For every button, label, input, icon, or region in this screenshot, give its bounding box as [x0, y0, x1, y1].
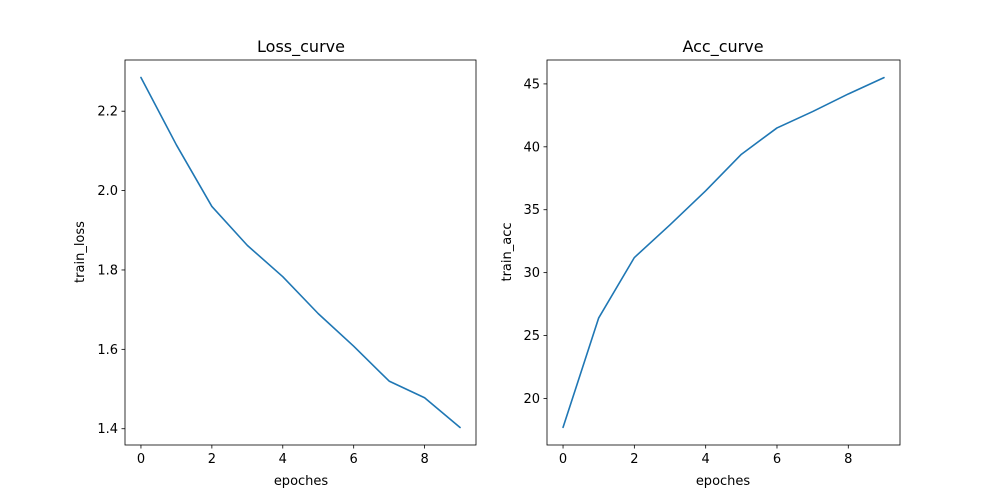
x-tick-label: 4	[279, 452, 287, 467]
y-tick-label: 1.8	[97, 263, 118, 278]
x-tick-label: 8	[420, 452, 428, 467]
y-tick-label: 30	[523, 266, 540, 281]
y-tick-label: 40	[523, 140, 540, 155]
y-tick-label: 2.2	[97, 105, 118, 120]
y-tick-label: 35	[523, 203, 540, 218]
series-line	[562, 76, 885, 429]
chart-title: Acc_curve	[682, 37, 763, 57]
series-group	[562, 76, 885, 429]
y-tick-label: 2.0	[97, 184, 118, 199]
chart-title: Loss_curve	[257, 37, 345, 57]
plot-frame	[546, 59, 901, 446]
tick-group: 0 2 4 6 8 1.4 1.6 1.8 2.0 2.2	[97, 105, 428, 467]
loss-curve-panel: Loss_curve 0 2 4 6 81.41.61.82.02.2 epoches …	[73, 37, 477, 489]
x-tick-label: 4	[702, 452, 710, 467]
x-axis-label: epoches	[274, 474, 329, 489]
y-tick-label: 20	[523, 392, 540, 407]
x-tick-label: 0	[559, 452, 567, 467]
x-tick-label: 2	[208, 452, 216, 467]
x-tick-label: 6	[350, 452, 358, 467]
x-tick-label: 0	[137, 452, 145, 467]
series-line	[140, 76, 461, 429]
acc-curve-panel: Acc_curve 0 2 4 6 8 20 25 30 35 40 45 epoches trai…	[500, 37, 901, 489]
y-tick-label: 45	[523, 77, 540, 92]
series-group	[140, 76, 461, 429]
plot-frame	[124, 59, 477, 446]
x-axis-label: epoches	[696, 474, 751, 489]
x-tick-label: 2	[630, 452, 638, 467]
y-axis-label: train_acc	[500, 222, 515, 281]
x-tick-label: 6	[773, 452, 781, 467]
y-tick-label: 1.4	[97, 422, 118, 437]
x-tick-label: 8	[844, 452, 852, 467]
y-axis-label: train_loss	[73, 221, 88, 283]
y-tick-label: 25	[523, 329, 540, 344]
y-tick-label: 1.6	[97, 343, 118, 358]
tick-group: 0 2 4 6 8 20 25 30 35 40 45	[523, 77, 852, 467]
